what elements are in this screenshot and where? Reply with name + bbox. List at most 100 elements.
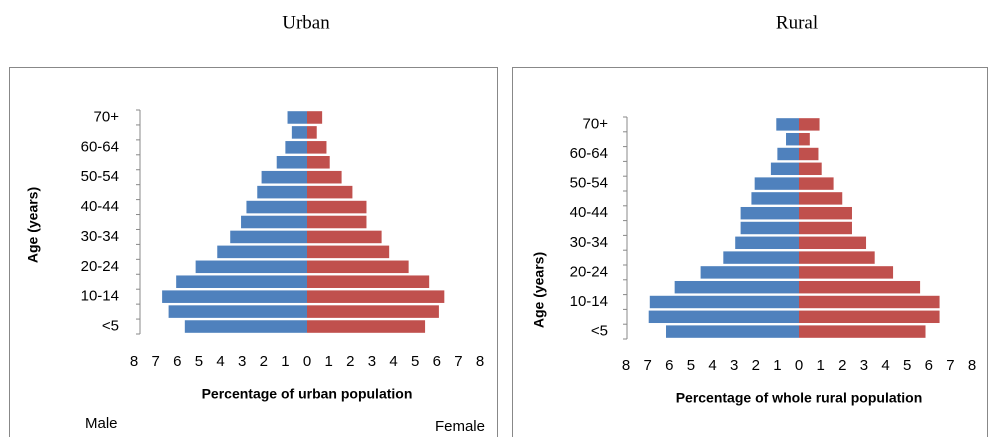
- bar: [799, 147, 819, 161]
- x-tick-label: 5: [195, 353, 203, 370]
- bar: [770, 162, 799, 176]
- legend-label: Male: [85, 415, 118, 432]
- x-axis-title: Percentage of urban population: [202, 386, 413, 402]
- y-tick-label: 50-54: [81, 168, 119, 185]
- bar: [799, 266, 894, 279]
- bar: [799, 132, 810, 146]
- bar: [287, 111, 307, 124]
- y-tick-label: 70+: [94, 108, 120, 125]
- x-tick-label: 7: [454, 353, 462, 370]
- x-tick-label: 2: [838, 357, 846, 374]
- x-tick-label: 3: [368, 353, 376, 370]
- bar: [799, 280, 921, 294]
- bar: [307, 185, 353, 199]
- x-tick-label: 3: [730, 357, 738, 374]
- x-tick-label: 1: [816, 357, 824, 374]
- x-tick-label: 6: [665, 357, 673, 374]
- bar: [786, 132, 799, 146]
- y-tick-label: 70+: [583, 115, 609, 132]
- bar: [168, 305, 307, 318]
- bar: [257, 185, 307, 199]
- x-tick-label: 1: [773, 357, 781, 374]
- y-tick-label: 10-14: [570, 293, 608, 310]
- y-tick-label: 60-64: [81, 138, 119, 155]
- bar: [307, 245, 390, 259]
- x-tick-label: 0: [795, 357, 803, 374]
- bar: [307, 290, 445, 303]
- x-tick-label: 0: [303, 353, 311, 370]
- bar: [162, 290, 307, 303]
- bar: [217, 245, 307, 259]
- bar: [799, 206, 852, 220]
- x-tick-label: 4: [881, 357, 889, 374]
- bar: [276, 155, 307, 169]
- bar: [740, 221, 799, 235]
- bar: [799, 221, 852, 235]
- bar: [184, 320, 307, 333]
- x-tick-label: 8: [622, 357, 630, 374]
- x-tick-label: 8: [968, 357, 976, 374]
- x-tick-label: 5: [411, 353, 419, 370]
- x-tick-label: 6: [173, 353, 181, 370]
- bar: [799, 236, 867, 250]
- x-axis-title: Percentage of whole rural population: [676, 390, 923, 406]
- bar: [261, 170, 307, 184]
- bar: [307, 200, 367, 214]
- bar: [648, 310, 799, 324]
- x-tick-label: 8: [476, 353, 484, 370]
- y-axis-title: Age (years): [25, 187, 41, 263]
- y-tick-label: 60-64: [570, 145, 608, 162]
- chart-title: Rural: [776, 12, 818, 33]
- bar: [723, 251, 799, 264]
- bar: [666, 325, 799, 338]
- bar: [776, 118, 799, 131]
- bar: [799, 192, 843, 205]
- y-axis-title: Age (years): [531, 252, 547, 328]
- y-tick-label: 40-44: [81, 198, 119, 215]
- x-tick-label: 1: [324, 353, 332, 370]
- x-tick-label: 8: [130, 353, 138, 370]
- bar: [230, 230, 307, 244]
- x-tick-label: 4: [389, 353, 397, 370]
- legend-label: Female: [435, 418, 485, 435]
- x-tick-label: 5: [903, 357, 911, 374]
- bar: [241, 215, 307, 229]
- bar: [307, 320, 426, 333]
- bar: [735, 236, 799, 250]
- bar: [777, 147, 799, 161]
- bar: [799, 162, 822, 176]
- bar: [674, 280, 799, 294]
- bar: [307, 141, 327, 154]
- rural-frame: [512, 67, 988, 437]
- x-tick-label: 7: [946, 357, 954, 374]
- y-tick-label: 30-34: [81, 228, 119, 245]
- bar: [307, 215, 367, 229]
- bar: [246, 200, 307, 214]
- bar: [307, 126, 317, 139]
- bar: [285, 141, 307, 154]
- y-tick-label: 20-24: [81, 258, 119, 275]
- bar: [799, 325, 926, 338]
- bar: [799, 295, 940, 309]
- y-tick-label: 10-14: [81, 288, 119, 305]
- bar: [176, 275, 307, 289]
- bar: [307, 275, 430, 289]
- x-tick-label: 2: [346, 353, 354, 370]
- bar: [700, 266, 799, 279]
- bar: [307, 155, 330, 169]
- bar: [307, 305, 439, 318]
- x-tick-label: 1: [281, 353, 289, 370]
- urban-frame: [9, 67, 498, 437]
- bar: [799, 251, 875, 264]
- bar: [307, 111, 323, 124]
- bar: [307, 260, 409, 274]
- x-tick-label: 3: [238, 353, 246, 370]
- x-tick-label: 2: [752, 357, 760, 374]
- x-tick-label: 2: [260, 353, 268, 370]
- x-tick-label: 4: [216, 353, 224, 370]
- bar: [754, 177, 799, 190]
- y-tick-label: <5: [102, 318, 119, 335]
- bar: [307, 170, 342, 184]
- x-tick-label: 7: [643, 357, 651, 374]
